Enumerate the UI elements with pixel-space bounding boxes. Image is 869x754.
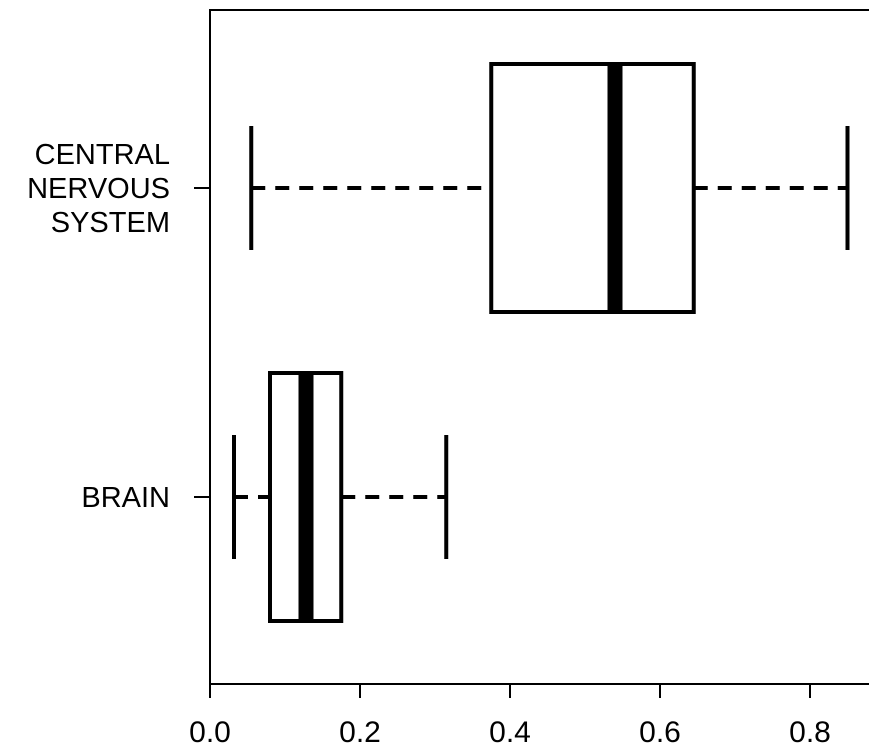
y-axis: CENTRAL NERVOUS SYSTEM BRAIN — [27, 139, 210, 514]
category-label-line: SYSTEM — [51, 207, 170, 239]
x-tick-label: 0.8 — [789, 716, 831, 749]
category-label-line: NERVOUS — [27, 173, 170, 205]
x-axis: 0.0 0.2 0.4 0.6 0.8 — [189, 683, 831, 749]
category-label-line: CENTRAL — [35, 139, 170, 171]
x-tick-label: 0.4 — [489, 716, 531, 749]
x-tick-label: 0.2 — [339, 716, 381, 749]
category-label: BRAIN — [81, 482, 170, 514]
box-group — [249, 62, 850, 314]
category-label: CENTRAL NERVOUS SYSTEM — [27, 139, 170, 239]
box-group — [232, 371, 449, 623]
x-tick-label: 0.0 — [189, 716, 231, 749]
boxes — [232, 62, 850, 623]
x-tick-label: 0.6 — [639, 716, 681, 749]
category-label-line: BRAIN — [81, 482, 170, 514]
box-iqr — [489, 62, 696, 314]
